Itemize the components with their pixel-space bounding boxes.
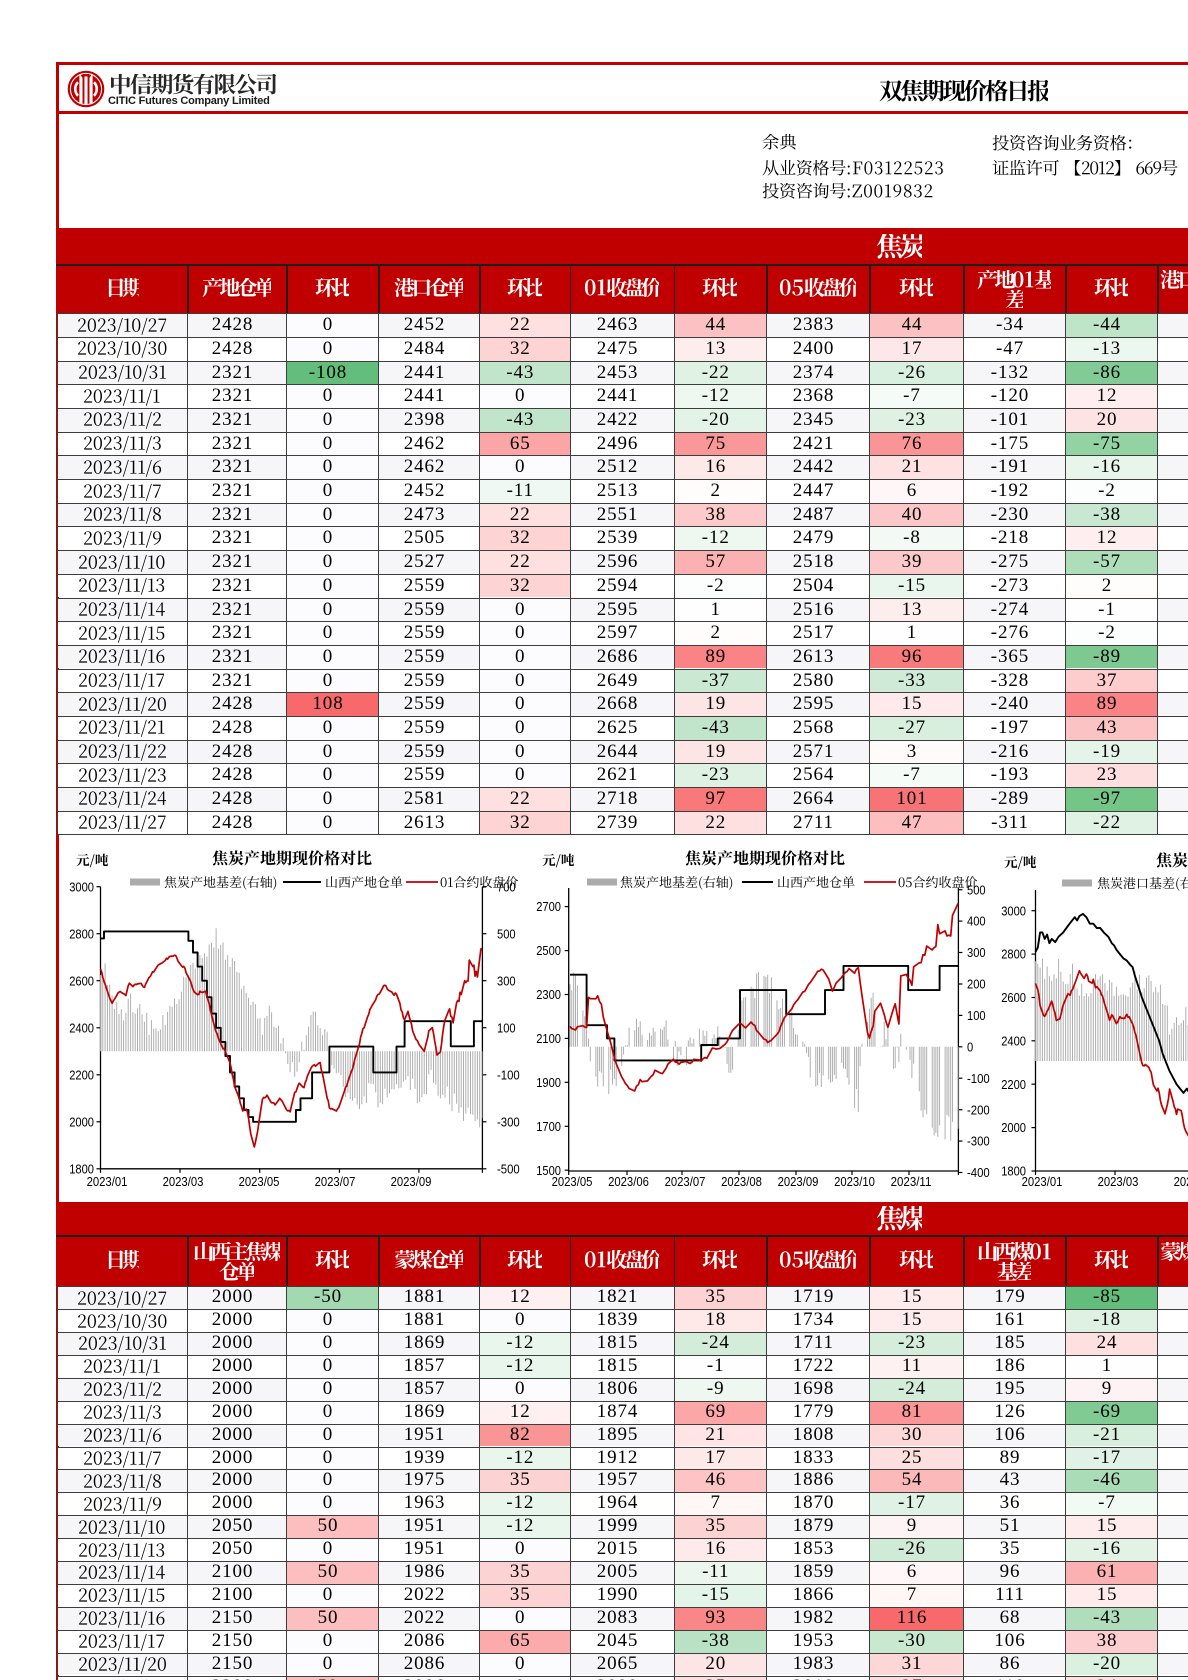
svg-text:400: 400 — [967, 914, 986, 929]
svg-text:2023/08: 2023/08 — [721, 1174, 762, 1189]
svg-text:2800: 2800 — [1001, 947, 1026, 962]
svg-text:3000: 3000 — [1001, 903, 1026, 918]
svg-text:2400: 2400 — [69, 1020, 94, 1035]
svg-text:-100: -100 — [967, 1071, 990, 1086]
svg-text:2023/03: 2023/03 — [1098, 1174, 1139, 1189]
svg-text:500: 500 — [497, 926, 516, 941]
svg-text:3000: 3000 — [69, 879, 94, 894]
svg-text:2023/09: 2023/09 — [391, 1174, 432, 1189]
svg-text:2023/07: 2023/07 — [665, 1174, 706, 1189]
svg-text:2023/06: 2023/06 — [608, 1174, 649, 1189]
svg-text:2000: 2000 — [1001, 1120, 1026, 1135]
svg-text:1900: 1900 — [536, 1075, 561, 1090]
svg-text:2100: 2100 — [536, 1031, 561, 1046]
svg-text:2023/10: 2023/10 — [834, 1174, 875, 1189]
svg-text:-400: -400 — [967, 1165, 990, 1180]
svg-text:2023/09: 2023/09 — [778, 1174, 819, 1189]
svg-text:1800: 1800 — [1001, 1164, 1026, 1179]
svg-text:2600: 2600 — [1001, 990, 1026, 1005]
svg-text:-500: -500 — [497, 1161, 520, 1176]
svg-text:2023/05: 2023/05 — [239, 1174, 280, 1189]
svg-text:1500: 1500 — [536, 1163, 561, 1178]
svg-text:2023/05: 2023/05 — [552, 1174, 593, 1189]
svg-text:1800: 1800 — [69, 1161, 94, 1176]
svg-text:2023/01: 2023/01 — [87, 1174, 128, 1189]
svg-text:2300: 2300 — [536, 987, 561, 1002]
svg-text:2200: 2200 — [1001, 1077, 1026, 1092]
svg-text:2023/11: 2023/11 — [891, 1174, 932, 1189]
svg-text:2023/03: 2023/03 — [163, 1174, 204, 1189]
svg-text:2800: 2800 — [69, 926, 94, 941]
svg-text:-300: -300 — [497, 1114, 520, 1129]
svg-text:2400: 2400 — [1001, 1033, 1026, 1048]
svg-text:2023/05: 2023/05 — [1174, 1174, 1188, 1189]
svg-text:2023/07: 2023/07 — [315, 1174, 356, 1189]
svg-text:2500: 2500 — [536, 943, 561, 958]
svg-text:-100: -100 — [497, 1067, 520, 1082]
svg-text:1700: 1700 — [536, 1119, 561, 1134]
svg-text:2700: 2700 — [536, 899, 561, 914]
svg-text:300: 300 — [497, 973, 516, 988]
svg-text:-200: -200 — [967, 1102, 990, 1117]
svg-text:-300: -300 — [967, 1134, 990, 1149]
svg-text:0: 0 — [967, 1039, 973, 1054]
svg-text:200: 200 — [967, 977, 986, 992]
svg-text:2023/01: 2023/01 — [1022, 1174, 1063, 1189]
svg-text:100: 100 — [497, 1020, 516, 1035]
svg-text:2600: 2600 — [69, 973, 94, 988]
svg-text:300: 300 — [967, 945, 986, 960]
svg-text:2200: 2200 — [69, 1067, 94, 1082]
svg-text:500: 500 — [967, 882, 986, 897]
svg-text:100: 100 — [967, 1008, 986, 1023]
svg-text:2000: 2000 — [69, 1114, 94, 1129]
